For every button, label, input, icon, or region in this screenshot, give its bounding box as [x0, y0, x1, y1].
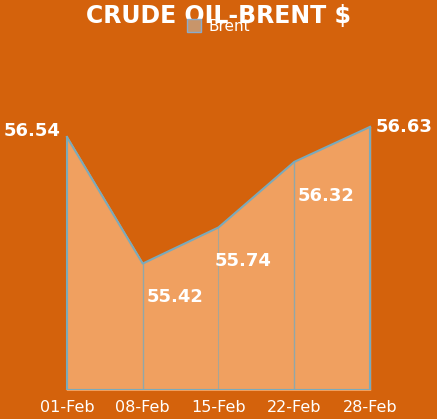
- Text: 56.63: 56.63: [376, 118, 433, 136]
- Text: 55.42: 55.42: [146, 288, 203, 306]
- Text: 56.32: 56.32: [298, 187, 355, 205]
- Legend: Brent: Brent: [181, 13, 256, 40]
- Text: 55.74: 55.74: [215, 252, 271, 270]
- Title: CRUDE OIL-BRENT $: CRUDE OIL-BRENT $: [86, 4, 351, 28]
- Text: 56.54: 56.54: [4, 122, 61, 140]
